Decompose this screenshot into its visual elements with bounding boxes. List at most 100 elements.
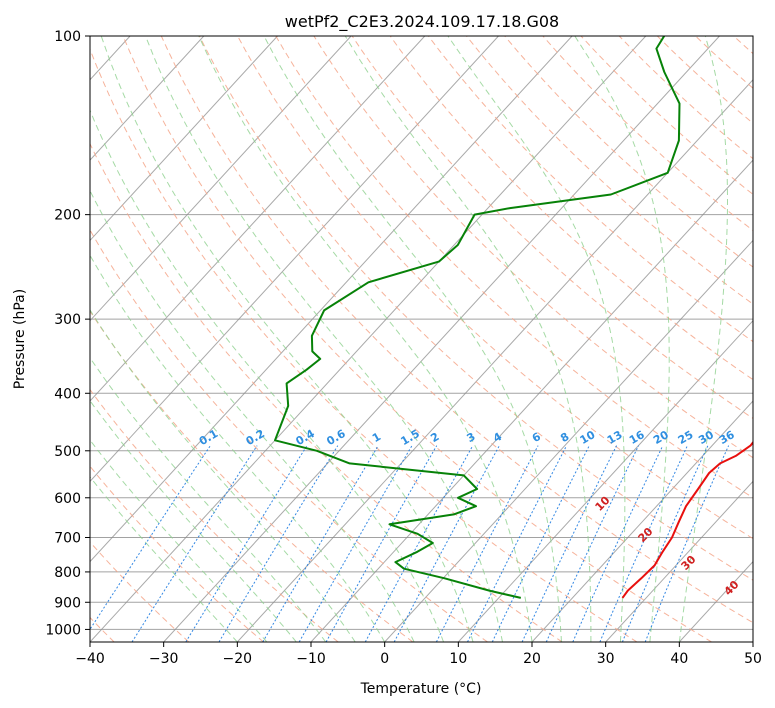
moist-adiabat-line <box>100 36 474 642</box>
x-axis-title: Temperature (°C) <box>360 681 482 697</box>
isotherm-line <box>90 36 573 563</box>
y-tick-label: 400 <box>54 386 81 402</box>
moist-adiabat-line <box>447 36 626 642</box>
mixing-ratio-label: 36 <box>717 428 737 447</box>
wet-bulb-label: 20 <box>636 525 656 545</box>
isotherm-line <box>90 36 205 161</box>
isotherm-line <box>384 239 753 642</box>
dry-adiabat-line <box>198 36 753 581</box>
x-tick-label: −30 <box>149 651 179 667</box>
mixing-ratio-label: 6 <box>530 430 543 445</box>
mixing-ratio-line <box>90 445 211 631</box>
dry-adiabat-line <box>389 36 753 381</box>
wet-bulb-label: 40 <box>722 578 742 598</box>
dry-adiabat-line <box>122 36 712 642</box>
y-tick-label: 1000 <box>45 622 81 638</box>
x-tick-label: 10 <box>449 651 467 667</box>
background-lines-layer <box>0 36 753 642</box>
chart-title: wetPf2_C2E3.2024.109.17.18.G08 <box>285 12 559 32</box>
axes-layer: −40 −30 −20 −10 0 10 20 30 40 5010020030040050060… <box>45 29 762 667</box>
dry-adiabat-line <box>466 36 753 305</box>
y-tick-label: 700 <box>54 531 81 547</box>
mixing-ratio-line <box>521 445 618 642</box>
x-tick-label: 40 <box>670 651 688 667</box>
y-tick-label: 500 <box>54 444 81 460</box>
dry-adiabat-line <box>313 36 753 459</box>
dry-adiabat-line <box>656 36 753 124</box>
moist-adiabat-line <box>198 36 533 642</box>
isotherm-line <box>90 36 352 322</box>
isotherm-line <box>752 641 753 642</box>
x-tick-label: −10 <box>296 651 326 667</box>
isotherm-line <box>90 36 426 402</box>
isotherm-line <box>531 400 753 642</box>
moist-adiabat-line <box>574 36 670 642</box>
moist-adiabat-line <box>263 36 562 642</box>
wet-bulb-label: 30 <box>679 553 699 573</box>
x-tick-label: 30 <box>597 651 615 667</box>
curve-labels-layer: 0.10.20.40.611.52346810131620253036-100-… <box>197 33 775 598</box>
y-tick-label: 300 <box>54 312 81 328</box>
y-tick-label: 100 <box>54 29 81 45</box>
mixing-ratio-line <box>185 445 308 642</box>
mixing-ratio-line <box>644 445 730 642</box>
dewpoint-line <box>274 36 681 599</box>
mixing-ratio-line <box>325 445 438 642</box>
saturation-temperature-label: -100 <box>760 33 775 62</box>
mixing-ratio-label: 0.1 <box>197 427 220 448</box>
isotherm-line <box>605 480 753 642</box>
plot-frame <box>89 35 754 643</box>
mixing-ratio-label: 25 <box>676 428 696 447</box>
mixing-ratio-line <box>491 445 590 642</box>
x-tick-label: 0 <box>380 651 389 667</box>
moist-adiabat-line <box>90 189 415 642</box>
dry-adiabat-line <box>160 36 753 624</box>
mixing-ratio-line <box>262 445 379 642</box>
isotherm-line <box>163 36 720 642</box>
moist-adiabat-line <box>90 399 297 642</box>
x-tick-label: 20 <box>523 651 541 667</box>
mixing-ratio-line <box>435 445 539 642</box>
mixing-ratio-line <box>364 445 474 642</box>
dry-adiabat-line <box>504 36 753 268</box>
dry-adiabat-line <box>90 388 339 642</box>
dry-adiabat-line <box>580 36 753 195</box>
dry-adiabat-line <box>237 36 753 540</box>
mixing-ratio-label: 8 <box>558 430 571 445</box>
dry-adiabat-line <box>90 465 264 642</box>
dry-adiabat-line <box>542 36 753 232</box>
x-tick-label: −20 <box>223 651 253 667</box>
moist-adiabat-line <box>678 36 729 642</box>
moist-adiabat-line <box>90 476 238 642</box>
mixing-ratio-line <box>467 445 568 642</box>
x-tick-label: 50 <box>744 651 762 667</box>
dry-adiabat-line <box>351 36 753 419</box>
mixing-ratio-label: 16 <box>627 428 647 447</box>
dry-adiabat-line <box>90 142 563 642</box>
mixing-ratio-line <box>572 445 664 642</box>
mixing-ratio-label: 1 <box>370 430 383 445</box>
x-tick-label: −40 <box>75 651 105 667</box>
dry-adiabat-line <box>733 36 753 55</box>
y-axis-title: Pressure (hPa) <box>12 289 28 389</box>
isotherm-line <box>457 319 753 642</box>
wet-bulb-label: 10 <box>593 493 613 513</box>
mixing-ratio-label: 0.2 <box>244 427 267 448</box>
dry-adiabat-line <box>90 541 190 642</box>
moist-adiabat-line <box>90 308 356 642</box>
mixing-ratio-line <box>298 445 413 642</box>
y-tick-label: 900 <box>54 595 81 611</box>
mixing-ratio-line <box>393 445 500 642</box>
dry-adiabat-line <box>90 228 488 642</box>
temperature-line <box>621 440 753 599</box>
dry-adiabat-line <box>428 36 753 343</box>
y-tick-label: 600 <box>54 491 81 507</box>
moist-adiabat-line <box>90 109 445 642</box>
mixing-ratio-line <box>545 445 640 642</box>
isotherm-line <box>0 36 57 642</box>
isotherm-line <box>678 560 753 642</box>
dry-adiabat-line <box>695 36 753 89</box>
isotherm-line <box>90 36 499 483</box>
profile-series-layer <box>274 36 753 599</box>
